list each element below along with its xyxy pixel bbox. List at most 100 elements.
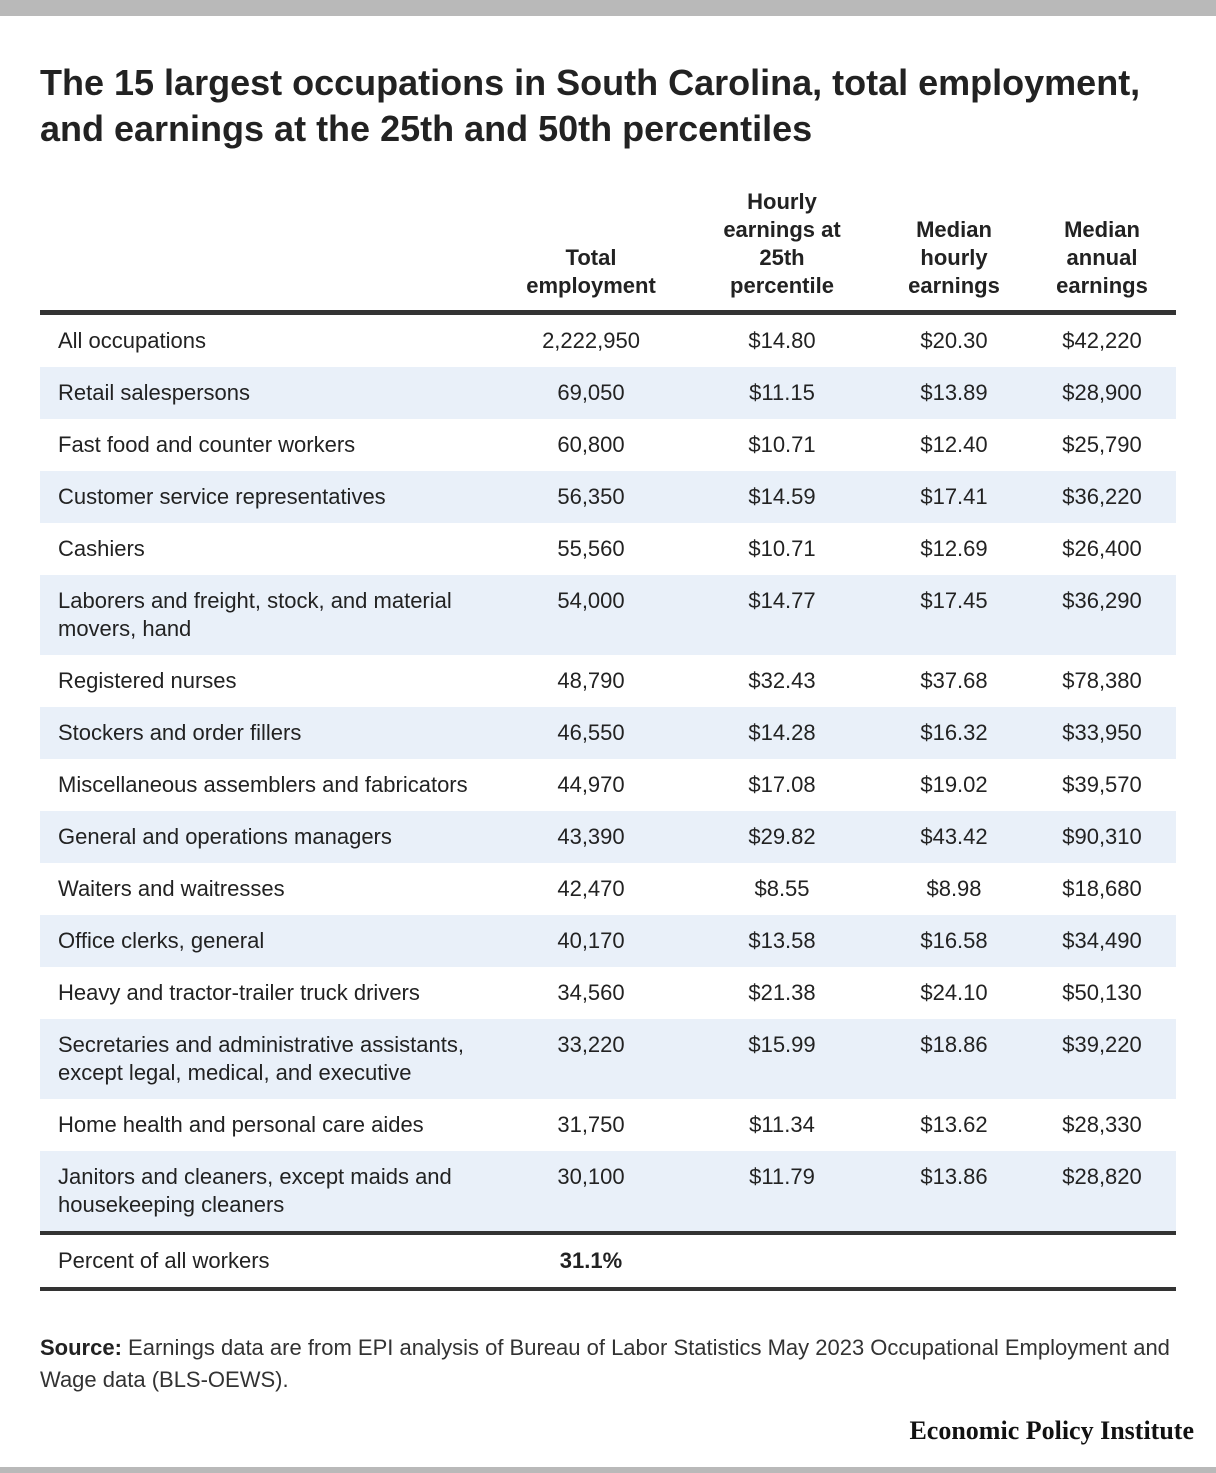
cell-median-hourly: $16.32 <box>880 707 1028 759</box>
cell-occupation: Stockers and order fillers <box>40 707 498 759</box>
cell-occupation: Office clerks, general <box>40 915 498 967</box>
source-label: Source: <box>40 1335 122 1360</box>
cell-occupation: Laborers and freight, stock, and materia… <box>40 575 498 655</box>
footer-percent: 31.1% <box>498 1233 684 1291</box>
cell-hourly-25th: $32.43 <box>748 668 816 693</box>
cell-median-hourly: $37.68 <box>920 668 988 693</box>
cell-occupation: Secretaries and administrative assistant… <box>40 1019 498 1099</box>
table-row: General and operations managers 43,390 $29… <box>40 811 1176 863</box>
footer-row: Percent of all workers 31.1% <box>40 1233 1176 1291</box>
cell-hourly-25th: $11.79 <box>684 1151 880 1235</box>
cell-median-annual: $18,680 <box>1062 876 1142 901</box>
cell-median-hourly: $13.89 <box>880 367 1028 419</box>
cell-median-annual: $34,490 <box>1028 915 1176 967</box>
cell-hourly-25th: $14.28 <box>684 707 880 759</box>
cell-median-annual: $28,900 <box>1028 367 1176 419</box>
cell-occupation: Waiters and waitresses <box>58 876 285 901</box>
cell-median-annual: $50,130 <box>1062 980 1142 1005</box>
table-row: Waiters and waitresses 42,470 $8.55 $8.98 $1… <box>40 863 1176 915</box>
header-median-annual: Median annual earnings <box>1028 178 1176 315</box>
cell-median-hourly: $24.10 <box>920 980 988 1005</box>
table-body: All occupations 2,222,950 $14.80 $20.30 $42,… <box>40 313 1176 1235</box>
cell-median-annual: $36,220 <box>1028 471 1176 523</box>
cell-median-hourly: $12.40 <box>920 432 988 457</box>
cell-median-hourly: $8.98 <box>926 876 982 901</box>
cell-occupation: Retail salespersons <box>40 367 498 419</box>
table-row: Janitors and cleaners, except maids and … <box>40 1151 1176 1235</box>
cell-hourly-25th: $14.77 <box>684 575 880 655</box>
cell-total-employment: 46,550 <box>498 707 684 759</box>
cell-occupation: Customer service representatives <box>40 471 498 523</box>
cell-hourly-25th: $17.08 <box>748 772 816 797</box>
cell-median-annual: $26,400 <box>1062 536 1142 561</box>
cell-occupation: Home health and personal care aides <box>58 1112 424 1137</box>
cell-total-employment: 34,560 <box>557 980 625 1005</box>
footer-label: Percent of all workers <box>40 1233 498 1291</box>
table-row: Home health and personal care aides 31,75… <box>40 1099 1176 1151</box>
cell-total-employment: 31,750 <box>557 1112 625 1137</box>
cell-median-hourly: $18.86 <box>880 1019 1028 1099</box>
cell-median-hourly: $17.45 <box>880 575 1028 655</box>
cell-total-employment: 33,220 <box>498 1019 684 1099</box>
table-row: Office clerks, general 40,170 $13.58 $16.58… <box>40 915 1176 967</box>
cell-occupation: Fast food and counter workers <box>58 432 356 457</box>
header-median-hourly: Median hourly earnings <box>880 178 1028 315</box>
table-row: Heavy and tractor-trailer truck drivers 3… <box>40 967 1176 1019</box>
cell-hourly-25th: $29.82 <box>684 811 880 863</box>
cell-occupation: All occupations <box>58 328 206 353</box>
cell-occupation: Heavy and tractor-trailer truck drivers <box>58 980 420 1005</box>
cell-median-annual: $28,330 <box>1062 1112 1142 1137</box>
cell-total-employment: 43,390 <box>498 811 684 863</box>
cell-total-employment: 55,560 <box>557 536 625 561</box>
table-row: Fast food and counter workers 60,800 $10.7… <box>40 419 1176 471</box>
cell-median-annual: $39,570 <box>1062 772 1142 797</box>
cell-median-hourly: $13.86 <box>880 1151 1028 1235</box>
cell-total-employment: 60,800 <box>557 432 625 457</box>
cell-hourly-25th: $11.34 <box>749 1112 815 1137</box>
cell-median-hourly: $12.69 <box>920 536 988 561</box>
cell-median-hourly: $13.62 <box>920 1112 988 1137</box>
cell-hourly-25th: $21.38 <box>748 980 816 1005</box>
header-occupation <box>40 178 498 315</box>
cell-total-employment: 40,170 <box>498 915 684 967</box>
cell-median-annual: $42,220 <box>1062 328 1142 353</box>
cell-occupation: Janitors and cleaners, except maids and … <box>40 1151 498 1235</box>
cell-occupation: Miscellaneous assemblers and fabricators <box>58 772 468 797</box>
table-row: Retail salespersons 69,050 $11.15 $13.89 $28… <box>40 367 1176 419</box>
cell-median-hourly: $20.30 <box>920 328 988 353</box>
cell-median-hourly: $16.58 <box>880 915 1028 967</box>
cell-hourly-25th: $10.71 <box>748 536 816 561</box>
source-note: Source: Earnings data are from EPI analy… <box>40 1332 1180 1396</box>
cell-median-annual: $39,220 <box>1028 1019 1176 1099</box>
table-row: Cashiers 55,560 $10.71 $12.69 $26,400 <box>40 523 1176 575</box>
source-text: Earnings data are from EPI analysis of B… <box>40 1335 1170 1392</box>
table-row: Registered nurses 48,790 $32.43 $37.68 $78,3… <box>40 655 1176 707</box>
header-hourly-25th-percentile: Hourly earnings at 25th percentile <box>684 178 880 315</box>
cell-total-employment: 48,790 <box>557 668 625 693</box>
cell-hourly-25th: $10.71 <box>748 432 816 457</box>
table-row: Stockers and order fillers 46,550 $14.28 $1… <box>40 707 1176 759</box>
bottom-frame-bar <box>0 1467 1216 1473</box>
cell-median-annual: $25,790 <box>1062 432 1142 457</box>
footer-empty <box>880 1233 1028 1291</box>
table-row: Miscellaneous assemblers and fabricators… <box>40 759 1176 811</box>
cell-occupation: Cashiers <box>58 536 145 561</box>
cell-occupation: General and operations managers <box>40 811 498 863</box>
cell-total-employment: 56,350 <box>498 471 684 523</box>
cell-hourly-25th: $13.58 <box>684 915 880 967</box>
cell-median-annual: $36,290 <box>1028 575 1176 655</box>
top-frame-bar <box>0 0 1216 16</box>
cell-hourly-25th: $14.80 <box>748 328 816 353</box>
header-row: Total employment Hourly earnings at 25th… <box>40 178 1176 315</box>
cell-total-employment: 30,100 <box>498 1151 684 1235</box>
cell-median-hourly: $19.02 <box>920 772 988 797</box>
cell-hourly-25th: $15.99 <box>684 1019 880 1099</box>
cell-total-employment: 44,970 <box>557 772 625 797</box>
cell-median-annual: $28,820 <box>1028 1151 1176 1235</box>
footer-empty <box>684 1233 880 1291</box>
cell-median-annual: $90,310 <box>1028 811 1176 863</box>
cell-hourly-25th: $8.55 <box>754 876 810 901</box>
header-total-employment: Total employment <box>498 178 684 315</box>
chart-title: The 15 largest occupations in South Caro… <box>40 62 1141 149</box>
cell-hourly-25th: $11.15 <box>684 367 880 419</box>
